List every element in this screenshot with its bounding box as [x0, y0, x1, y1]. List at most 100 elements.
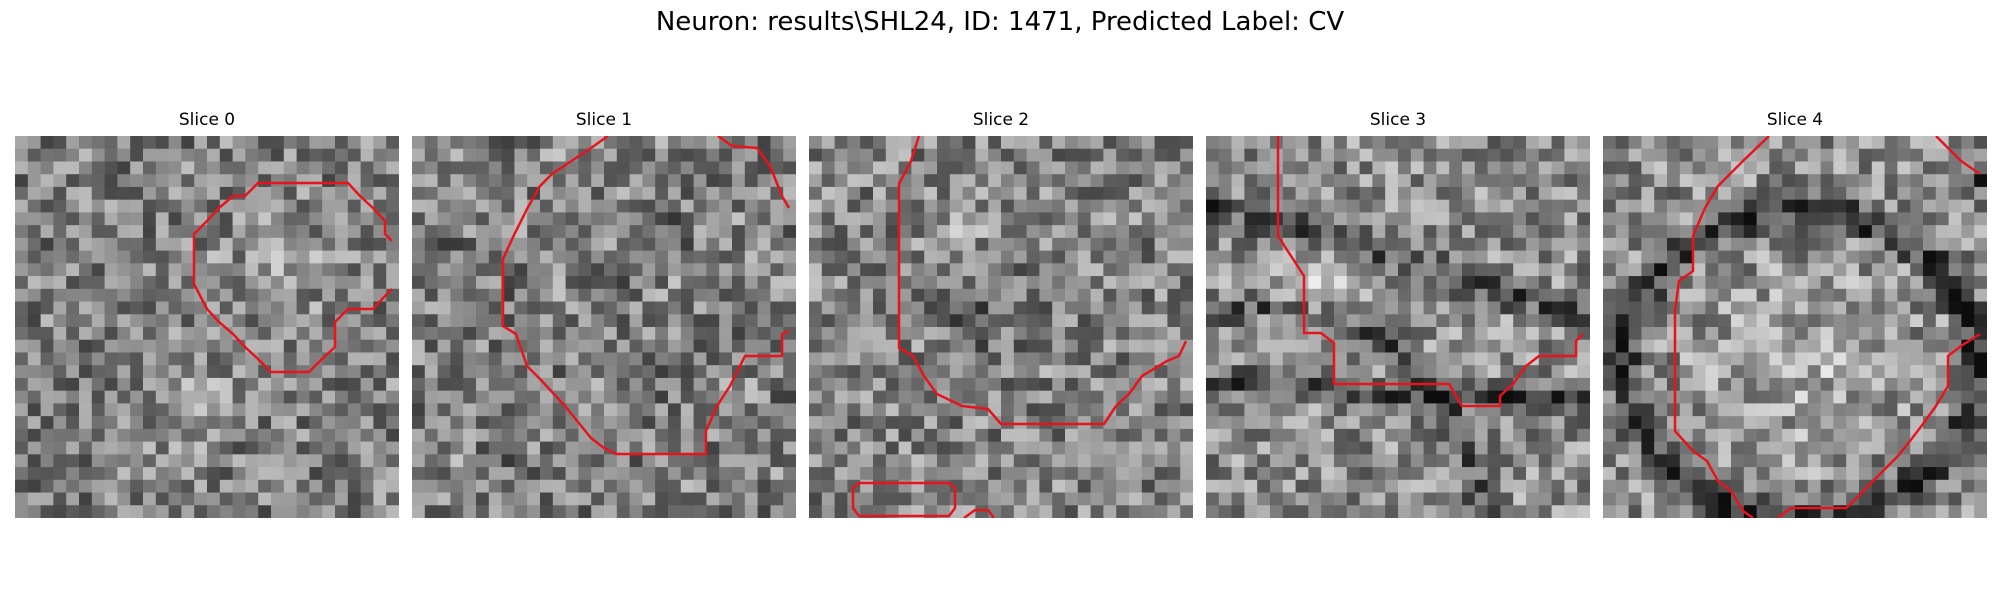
image-pixel	[245, 314, 259, 328]
image-pixel	[1897, 136, 1911, 150]
image-pixel	[514, 467, 528, 481]
image-pixel	[911, 327, 925, 341]
image-pixel	[604, 314, 618, 328]
image-pixel	[437, 250, 451, 264]
image-pixel	[27, 327, 41, 341]
image-pixel	[706, 186, 720, 201]
image-pixel	[975, 492, 989, 506]
image-pixel	[53, 288, 67, 302]
image-pixel	[271, 352, 285, 366]
image-pixel	[668, 263, 682, 277]
image-pixel	[1807, 416, 1821, 430]
image-pixel	[207, 428, 221, 442]
image-pixel	[898, 212, 912, 226]
image-pixel	[629, 339, 643, 353]
image-pixel	[1564, 225, 1578, 239]
image-pixel	[1948, 365, 1962, 379]
image-pixel	[219, 441, 233, 455]
image-pixel	[540, 276, 554, 290]
image-pixel	[91, 441, 105, 455]
image-pixel	[655, 237, 669, 251]
image-pixel	[1743, 161, 1757, 175]
image-pixel	[450, 428, 464, 442]
image-pixel	[143, 161, 157, 175]
image-pixel	[1141, 148, 1155, 162]
image-pixel	[860, 250, 874, 264]
image-pixel	[757, 441, 771, 455]
image-pixel	[540, 327, 554, 341]
image-pixel	[1090, 301, 1104, 315]
image-pixel	[1756, 148, 1770, 162]
image-pixel	[219, 301, 233, 315]
image-pixel	[1398, 314, 1412, 328]
image-pixel	[1039, 136, 1053, 150]
image-pixel	[693, 467, 707, 481]
image-pixel	[1103, 505, 1117, 518]
image-pixel	[463, 148, 477, 162]
image-pixel	[296, 199, 310, 213]
image-pixel	[1551, 186, 1565, 201]
image-pixel	[1206, 441, 1220, 455]
image-pixel	[1154, 225, 1168, 239]
image-pixel	[655, 314, 669, 328]
image-pixel	[578, 339, 592, 353]
image-pixel	[604, 301, 618, 315]
image-pixel	[821, 186, 835, 201]
image-pixel	[1820, 416, 1834, 430]
image-pixel	[296, 454, 310, 468]
image-pixel	[1257, 454, 1271, 468]
image-pixel	[719, 327, 733, 341]
image-pixel	[1218, 327, 1232, 341]
image-pixel	[40, 186, 54, 201]
image-pixel	[1218, 186, 1232, 201]
image-pixel	[1321, 314, 1335, 328]
image-pixel	[1321, 454, 1335, 468]
image-pixel	[1154, 403, 1168, 417]
image-pixel	[1321, 161, 1335, 175]
image-pixel	[1449, 263, 1463, 277]
image-pixel	[1679, 174, 1693, 188]
image-pixel	[104, 250, 118, 264]
image-pixel	[1538, 365, 1552, 379]
image-pixel	[1218, 339, 1232, 353]
image-pixel	[1180, 352, 1193, 366]
image-pixel	[578, 212, 592, 226]
image-pixel	[283, 441, 297, 455]
image-pixel	[1743, 263, 1757, 277]
image-pixel	[1372, 314, 1386, 328]
image-pixel	[719, 263, 733, 277]
image-pixel	[1974, 276, 1987, 290]
image-pixel	[1782, 352, 1796, 366]
image-pixel	[91, 467, 105, 481]
image-pixel	[693, 237, 707, 251]
image-pixel	[424, 428, 438, 442]
image-pixel	[719, 212, 733, 226]
image-pixel	[1974, 263, 1987, 277]
image-pixel	[424, 365, 438, 379]
image-pixel	[1116, 161, 1130, 175]
image-pixel	[668, 441, 682, 455]
image-pixel	[885, 416, 899, 430]
image-pixel	[258, 174, 272, 188]
image-pixel	[1820, 148, 1834, 162]
image-pixel	[1346, 390, 1360, 404]
image-pixel	[1628, 416, 1642, 430]
image-pixel	[924, 352, 938, 366]
image-pixel	[1334, 263, 1348, 277]
image-pixel	[706, 365, 720, 379]
image-pixel	[66, 479, 80, 493]
image-pixel	[283, 339, 297, 353]
image-pixel	[1244, 301, 1258, 315]
image-pixel	[1231, 136, 1245, 150]
image-pixel	[15, 416, 29, 430]
image-pixel	[1603, 237, 1617, 251]
image-pixel	[1782, 441, 1796, 455]
image-pixel	[1513, 339, 1527, 353]
image-pixel	[117, 301, 131, 315]
image-pixel	[463, 212, 477, 226]
image-pixel	[1743, 186, 1757, 201]
image-pixel	[732, 276, 746, 290]
image-pixel	[1731, 377, 1745, 392]
image-pixel	[1346, 199, 1360, 213]
image-pixel	[1321, 479, 1335, 493]
